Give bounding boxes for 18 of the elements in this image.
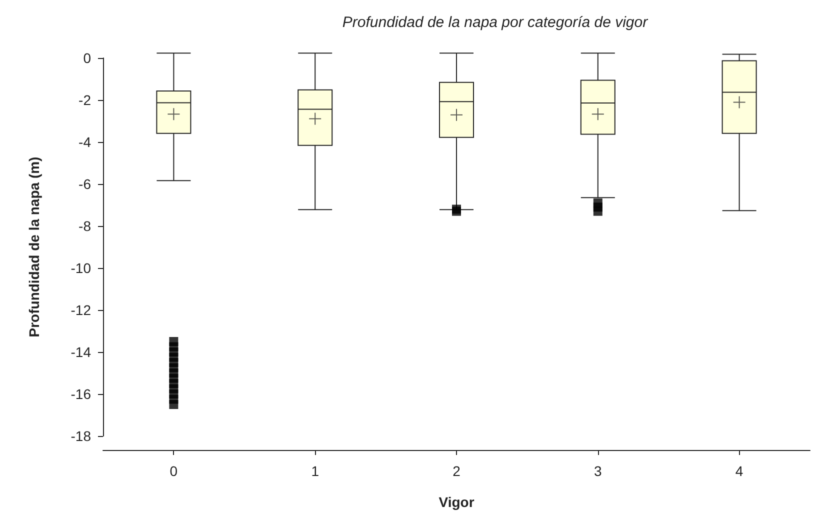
x-tick-label: 1 bbox=[311, 463, 320, 479]
y-tick-label: -10 bbox=[70, 260, 92, 276]
y-tick-label: -8 bbox=[78, 218, 92, 234]
y-tick-label: 0 bbox=[83, 50, 92, 66]
y-tick-label: -18 bbox=[70, 428, 92, 444]
y-tick-label: -14 bbox=[70, 344, 92, 360]
y-tick-label: -12 bbox=[70, 302, 92, 318]
x-tick-label: 2 bbox=[452, 463, 461, 479]
y-tick-label: -4 bbox=[78, 134, 92, 150]
x-tick-label: 0 bbox=[170, 463, 178, 479]
chart-title: Profundidad de la napa por categoría de vigor bbox=[342, 14, 649, 31]
x-axis-title: Vigor bbox=[438, 494, 475, 510]
y-axis-title: Profundidad de la napa (m) bbox=[26, 156, 42, 338]
x-tick-label: 4 bbox=[735, 463, 744, 479]
y-tick-label: -2 bbox=[78, 92, 92, 108]
y-tick-label: -16 bbox=[70, 386, 92, 402]
y-tick-label: -6 bbox=[78, 176, 92, 192]
x-tick-label: 3 bbox=[594, 463, 602, 479]
